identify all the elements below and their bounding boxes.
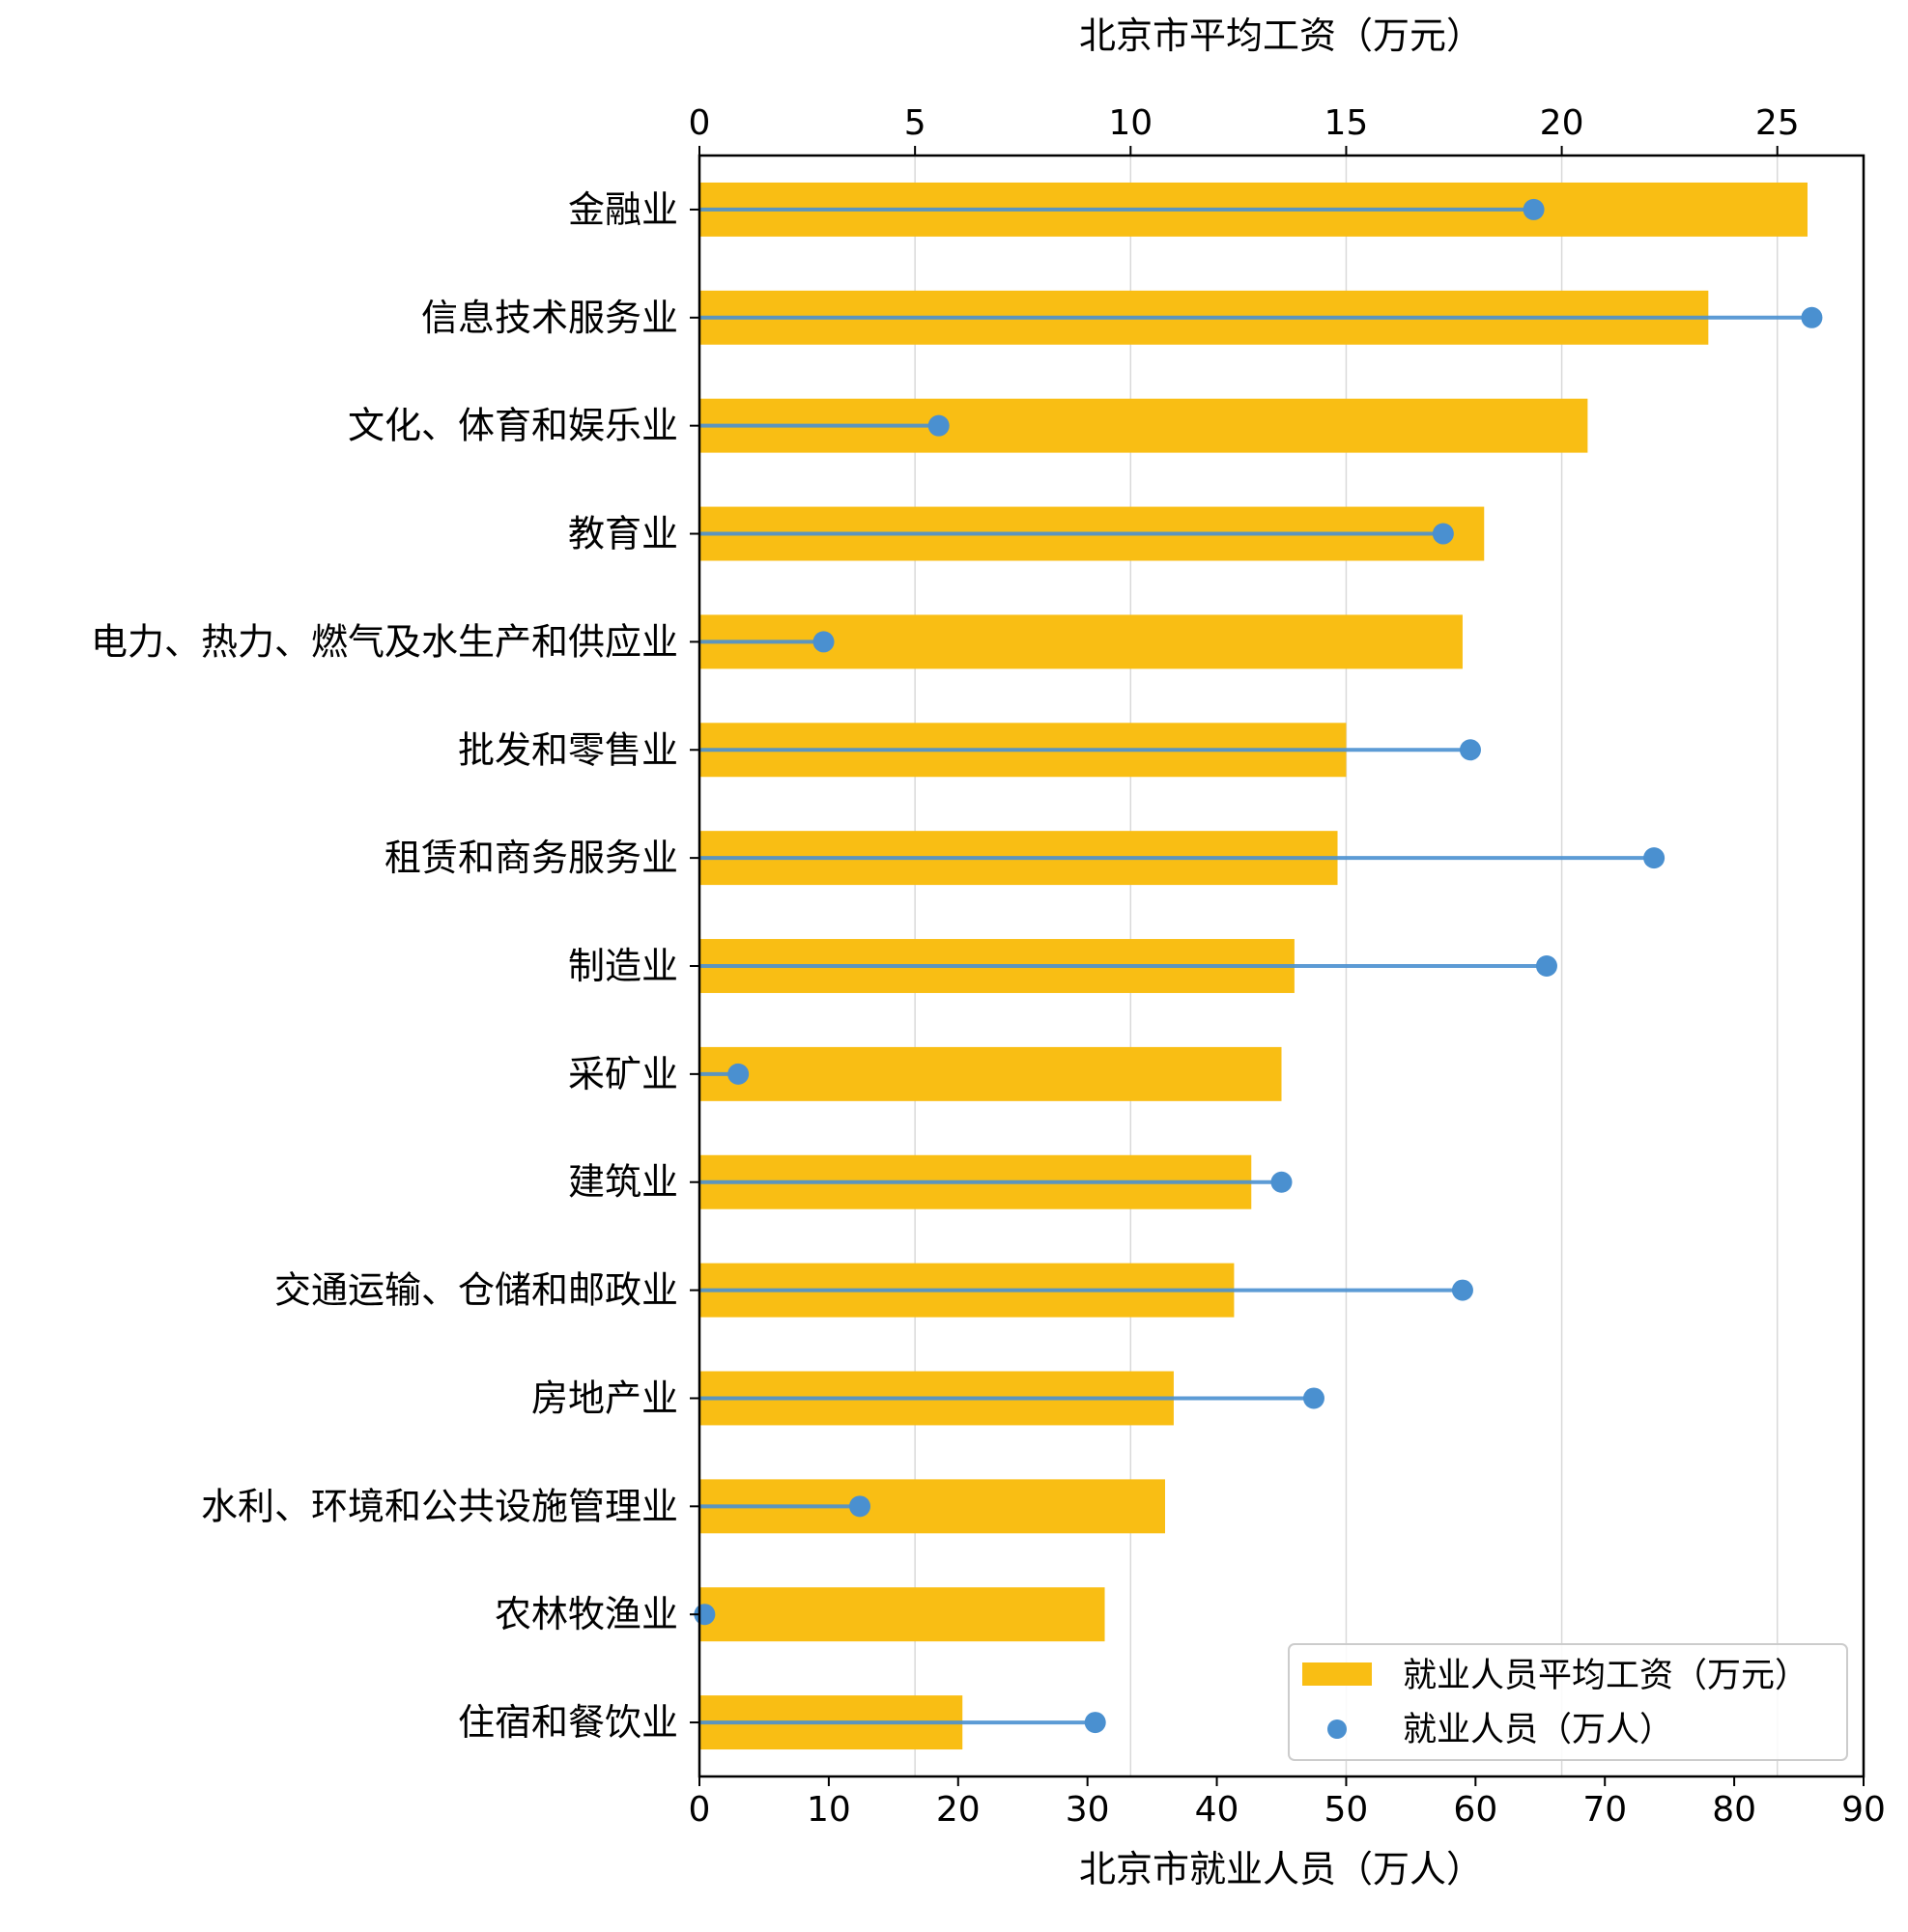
employment-point xyxy=(812,631,835,653)
category-label: 交通运输、仓储和邮政业 xyxy=(274,1269,678,1312)
bottom-axis-tick-label: 80 xyxy=(1712,1790,1756,1830)
category-label: 教育业 xyxy=(568,513,678,555)
bottom-axis: 0 10 20 30 40 50 60 70 80 90 xyxy=(689,1776,1886,1830)
employment-point xyxy=(1459,739,1481,761)
bottom-axis-tick-label: 40 xyxy=(1195,1790,1239,1830)
bottom-axis-tick-label: 20 xyxy=(936,1790,981,1830)
bottom-axis-tick-label: 10 xyxy=(807,1790,851,1830)
top-axis-title: 北京市平均工资（万元） xyxy=(1079,14,1483,57)
top-axis-tick-label: 0 xyxy=(689,103,711,143)
bottom-axis-tick-label: 30 xyxy=(1066,1790,1110,1830)
legend: 就业人员平均工资（万元） 就业人员（万人） xyxy=(1288,1643,1848,1761)
employment-point xyxy=(1535,955,1557,977)
category-label: 水利、环境和公共设施管理业 xyxy=(201,1485,678,1527)
employment-point xyxy=(927,414,950,437)
bottom-axis-tick-label: 50 xyxy=(1324,1790,1369,1830)
category-label: 文化、体育和娱乐业 xyxy=(348,405,678,447)
category-label: 住宿和餐饮业 xyxy=(458,1701,678,1744)
legend-label-salary: 就业人员平均工资（万元） xyxy=(1403,1657,1808,1695)
employment-point xyxy=(1302,1387,1324,1409)
top-axis-tick-label: 10 xyxy=(1108,103,1153,143)
bottom-axis-tick-label: 90 xyxy=(1841,1790,1886,1830)
category-label: 农林牧渔业 xyxy=(495,1593,678,1635)
bottom-axis-tick-label: 0 xyxy=(689,1790,711,1830)
top-axis: 0 5 10 15 20 25 xyxy=(689,103,1800,156)
category-label: 建筑业 xyxy=(568,1161,678,1204)
top-axis-tick-label: 15 xyxy=(1324,103,1369,143)
bottom-axis-tick-label: 60 xyxy=(1453,1790,1497,1830)
category-label: 批发和零售业 xyxy=(458,728,678,771)
category-label: 电力、热力、燃气及水生产和供应业 xyxy=(91,620,678,663)
category-label: 租赁和商务服务业 xyxy=(384,837,678,879)
employment-point xyxy=(1523,198,1545,220)
legend-box xyxy=(1288,1643,1848,1761)
salary-bar xyxy=(699,1587,1105,1642)
category-label: 制造业 xyxy=(568,945,678,987)
category-axis: 金融业信息技术服务业文化、体育和娱乐业教育业电力、热力、燃气及水生产和供应业批发… xyxy=(91,188,699,1744)
employment-point xyxy=(1643,847,1666,869)
employment-point xyxy=(849,1495,871,1518)
salary-bar xyxy=(699,1046,1282,1101)
bottom-axis-tick-label: 70 xyxy=(1582,1790,1627,1830)
legend-swatch-bar xyxy=(1302,1662,1372,1686)
employment-point xyxy=(727,1063,750,1085)
category-label: 金融业 xyxy=(568,188,678,231)
legend-label-employment: 就业人员（万人） xyxy=(1403,1711,1673,1749)
category-label: 房地产业 xyxy=(531,1377,678,1419)
employment-lollipops xyxy=(694,198,1823,1734)
category-label: 采矿业 xyxy=(568,1053,678,1095)
employment-point xyxy=(1084,1712,1106,1734)
employment-point xyxy=(1432,523,1454,545)
top-axis-tick-label: 25 xyxy=(1755,103,1800,143)
top-axis-tick-label: 5 xyxy=(904,103,926,143)
bottom-axis-title: 北京市就业人员（万人） xyxy=(1079,1848,1483,1890)
category-label: 信息技术服务业 xyxy=(421,297,678,339)
employment-point xyxy=(1801,306,1823,328)
employment-point xyxy=(1270,1171,1293,1193)
legend-swatch-dot xyxy=(1327,1719,1347,1739)
employment-point xyxy=(1451,1279,1473,1301)
top-axis-tick-label: 20 xyxy=(1540,103,1584,143)
